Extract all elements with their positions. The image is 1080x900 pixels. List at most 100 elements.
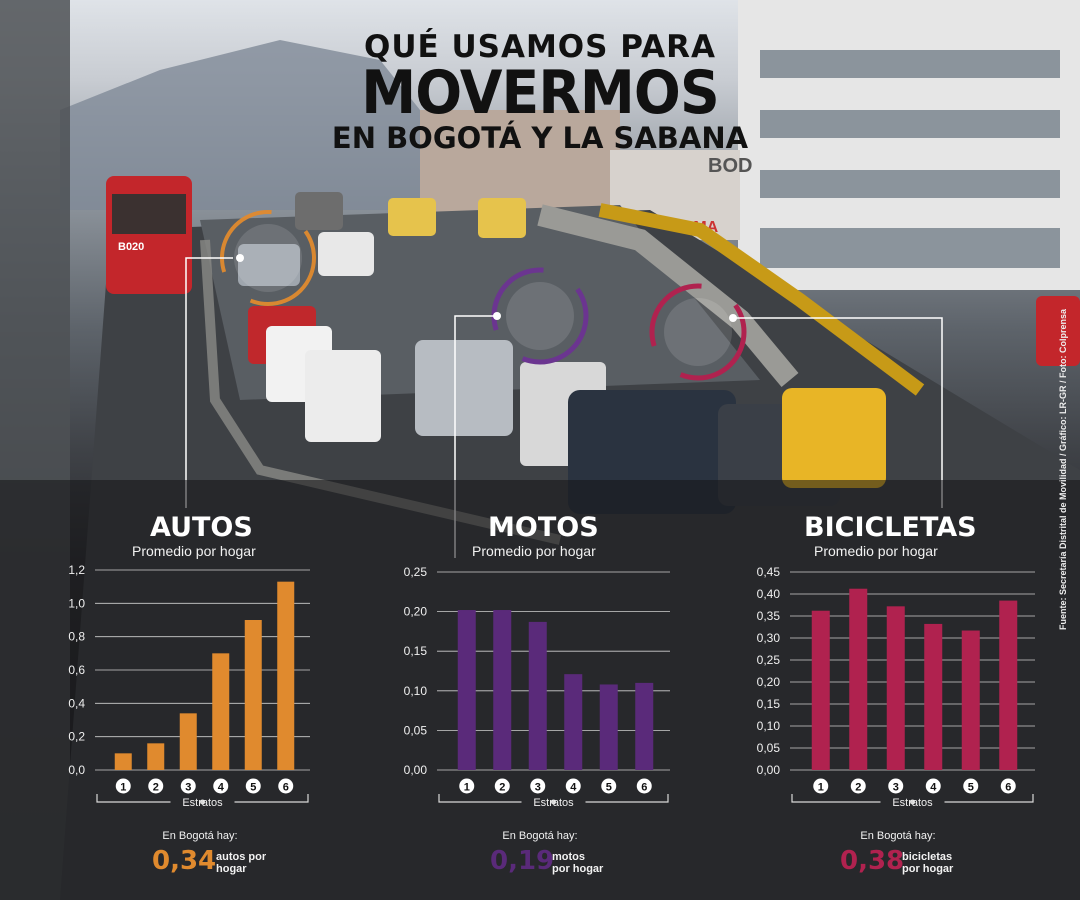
motos-highlight-fill <box>506 282 574 350</box>
bracket-dot <box>200 799 205 805</box>
x-tick-label: 1 <box>818 782 824 794</box>
category-badge <box>888 778 904 794</box>
building-windows <box>760 50 1060 268</box>
autos-big-value: 0,34 <box>152 846 217 876</box>
y-tick-label: 0,20 <box>757 675 781 689</box>
bus-label: B020 <box>118 241 144 253</box>
motos-title: MOTOS <box>488 512 599 543</box>
category-badge <box>213 778 229 794</box>
x-tick-label: 2 <box>153 782 159 794</box>
autos-subtitle: Promedio por hogar <box>132 543 256 559</box>
x-tick-label: 2 <box>855 782 861 794</box>
x-tick-label: 5 <box>968 782 974 794</box>
x-tick-label: 4 <box>930 782 937 794</box>
category-badge <box>148 778 164 794</box>
x-axis-bracket <box>96 794 309 803</box>
x-axis-label: Estratos <box>892 797 933 809</box>
y-tick-label: 0,0 <box>68 763 85 777</box>
y-tick-label: 0,05 <box>757 741 781 755</box>
category-badge <box>565 778 581 794</box>
y-tick-label: 0,00 <box>757 763 781 777</box>
y-tick-label: 0,40 <box>757 587 781 601</box>
building-text: BOD <box>708 155 752 177</box>
autos-unit-line1: autos por <box>216 851 267 863</box>
category-badge <box>115 778 131 794</box>
mountain-silhouette <box>60 40 420 210</box>
x-axis-label: Estratos <box>533 797 574 809</box>
bus <box>106 176 192 294</box>
autos-title: AUTOS <box>150 512 253 543</box>
category-badge <box>925 778 941 794</box>
bar-estrato-6 <box>999 600 1018 770</box>
y-tick-label: 0,6 <box>68 663 85 677</box>
x-tick-label: 2 <box>499 782 505 794</box>
x-tick-label: 4 <box>570 782 577 794</box>
bicicletas-note-label: En Bogotá hay: <box>860 830 936 842</box>
autos-unit-line2: hogar <box>216 863 247 875</box>
x-tick-label: 6 <box>283 782 289 794</box>
category-badge <box>813 778 829 794</box>
bar-estrato-1 <box>811 610 830 770</box>
x-tick-label: 5 <box>250 782 256 794</box>
source-credit: Fuente: Secretaría Distrital de Movilida… <box>1058 308 1068 630</box>
y-tick-label: 1,2 <box>68 563 85 577</box>
motos-unit-line2: por hogar <box>552 863 604 875</box>
y-tick-label: 0,4 <box>68 696 85 710</box>
autos-unit: autos por hogar <box>216 851 266 875</box>
category-badge <box>278 778 294 794</box>
bicicletas-unit: bicicletas por hogar <box>902 851 953 875</box>
bar-estrato-3 <box>886 606 905 770</box>
x-tick-label: 3 <box>893 782 899 794</box>
category-badge <box>530 778 546 794</box>
bar-estrato-2 <box>493 610 512 770</box>
category-badge <box>459 778 475 794</box>
y-tick-label: 0,05 <box>404 723 428 737</box>
bicicletas-unit-line2: por hogar <box>902 863 954 875</box>
bici-highlight-ring <box>649 283 747 381</box>
category-badge <box>180 778 196 794</box>
bicicletas-unit-line1: bicicletas <box>902 851 953 863</box>
category-badge <box>494 778 510 794</box>
y-tick-label: 0,30 <box>757 631 781 645</box>
bar-estrato-4 <box>924 623 943 770</box>
autos-chart: 0,0 0,2 0,4 0,6 0,8 1,0 1,2 1 2 3 4 5 6 Estratos <box>68 563 310 809</box>
bar-estrato-5 <box>244 620 262 770</box>
yellow-railing <box>598 203 925 396</box>
y-tick-label: 0,20 <box>404 605 428 619</box>
category-badge <box>601 778 617 794</box>
title-line-2: MOVERMOS <box>361 58 719 128</box>
x-tick-label: 4 <box>218 782 225 794</box>
y-tick-label: 0,10 <box>757 719 781 733</box>
autos-note-label: En Bogotá hay: <box>162 830 238 842</box>
motos-subtitle: Promedio por hogar <box>472 543 596 559</box>
bicicletas-big-value: 0,38 <box>840 846 905 876</box>
bar-estrato-2 <box>849 588 868 770</box>
y-tick-label: 0,25 <box>404 565 428 579</box>
main-title: QUÉ USAMOS PARA MOVERMOS EN BOGOTÁ Y LA … <box>330 30 750 154</box>
x-axis-label: Estratos <box>182 797 223 809</box>
category-badge <box>963 778 979 794</box>
y-tick-label: 0,10 <box>404 684 428 698</box>
bicicletas-title: BICICLETAS <box>804 512 977 543</box>
motos-unit: motos por hogar <box>552 851 603 875</box>
category-badge <box>245 778 261 794</box>
autos-highlight-fill <box>234 224 302 292</box>
bracket-dot <box>910 799 915 805</box>
x-axis-bracket <box>438 794 669 803</box>
x-tick-label: 1 <box>120 782 126 794</box>
motos-chart: 0,00 0,05 0,10 0,15 0,20 0,25 1 2 3 4 5 6 Estratos <box>404 565 670 809</box>
bar-estrato-5 <box>961 630 980 770</box>
y-tick-label: 0,15 <box>404 644 428 658</box>
bus-windshield <box>112 194 186 234</box>
x-tick-label: 6 <box>1005 782 1011 794</box>
bar-estrato-5 <box>599 684 618 770</box>
motos-note-label: En Bogotá hay: <box>502 830 578 842</box>
x-tick-label: 3 <box>535 782 541 794</box>
y-tick-label: 0,25 <box>757 653 781 667</box>
y-tick-label: 0,45 <box>757 565 781 579</box>
bar-estrato-1 <box>457 610 476 770</box>
bicicletas-chart: 0,00 0,05 0,10 0,15 0,20 0,25 0,30 0,35 0,40 0,45… <box>757 565 1035 809</box>
bar-estrato-3 <box>179 713 197 770</box>
concrete-barrier <box>537 204 799 388</box>
motos-big-value: 0,19 <box>490 846 555 876</box>
